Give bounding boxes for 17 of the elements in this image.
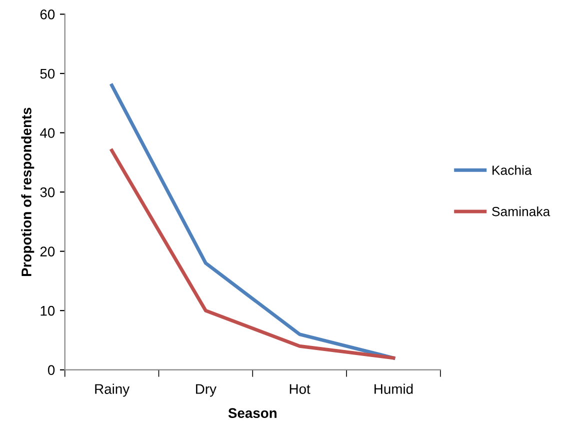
x-tick-label: Hot xyxy=(290,384,310,394)
line-series xyxy=(110,84,396,360)
y-tick-label: 0 xyxy=(48,365,55,376)
x-tick-label: Humid xyxy=(374,384,413,394)
y-tick-label: 50 xyxy=(40,68,55,79)
legend-label: Saminaka xyxy=(492,206,550,216)
y-tick-label: 30 xyxy=(40,187,55,198)
y-tick-label: 10 xyxy=(40,306,55,316)
x-tick-label: Rainy xyxy=(95,384,130,397)
x-axis-title: Season xyxy=(228,408,276,418)
y-axis-title: Propotion of respondents xyxy=(21,108,34,276)
y-tick-label: 60 xyxy=(40,10,55,20)
y-tick-label: 20 xyxy=(40,246,55,256)
y-tick-label: 40 xyxy=(40,128,55,138)
x-tick-label: Dry xyxy=(196,384,216,397)
legend-label: Kachia xyxy=(492,165,532,175)
line-series xyxy=(110,148,396,360)
